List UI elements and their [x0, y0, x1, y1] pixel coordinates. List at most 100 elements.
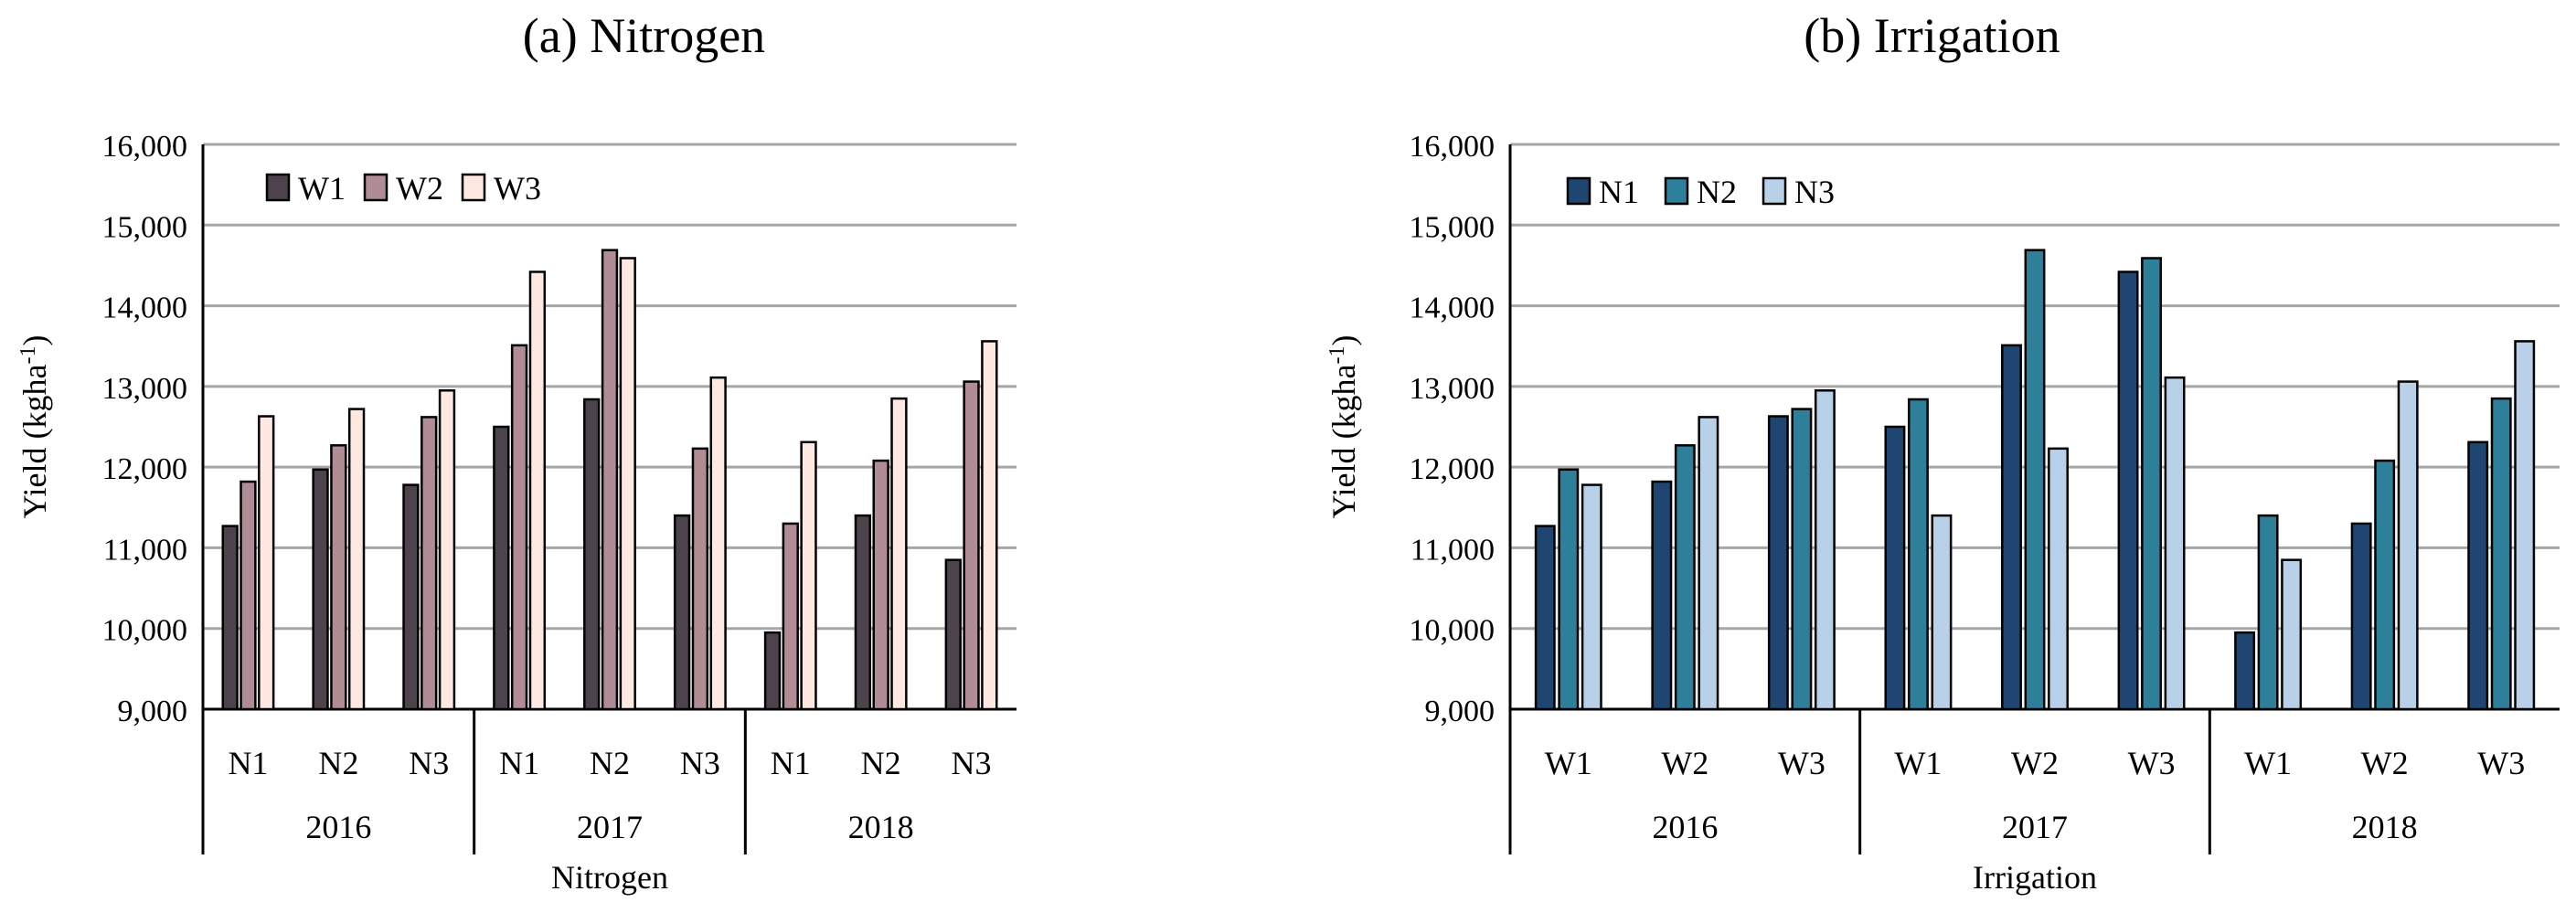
chart-b-bar-n1: [2350, 522, 2372, 711]
chart-a-ytick-label: 9,000: [118, 695, 188, 728]
chart-b-category-label: W3: [2477, 745, 2525, 781]
chart-a-bar-w3: [438, 389, 456, 711]
chart-b-bar-n1: [1767, 415, 1789, 711]
chart-b-ytick-label: 14,000: [1410, 292, 1496, 325]
chart-b-group-label: 2018: [2352, 809, 2418, 845]
chart-a-bar-w1: [763, 631, 782, 711]
chart-b-ytick-label: 9,000: [1425, 695, 1496, 728]
chart-a-title: (a) Nitrogen: [522, 8, 766, 63]
chart-a-bar-w1: [583, 398, 601, 711]
chart-b-bar-n3: [1814, 389, 1836, 711]
chart-b-bar-n1: [2467, 440, 2489, 711]
chart-b-bar-n2: [2490, 397, 2512, 711]
chart-a-ytick-label: 13,000: [102, 372, 188, 406]
chart-b-ytick-label: 12,000: [1410, 452, 1496, 486]
chart-b-bar-n3: [2514, 340, 2536, 711]
chart-a-legend-swatch: [363, 173, 389, 202]
chart-a-group-label: 2018: [848, 809, 914, 845]
chart-b-bar-n2: [1791, 408, 1813, 711]
chart-a-bar-w3: [619, 257, 636, 711]
chart-a-ytick-label: 10,000: [102, 614, 188, 648]
chart-a-x-axis-label: Nitrogen: [551, 859, 668, 896]
chart-a-bar-w2: [240, 480, 257, 711]
chart-b-ytick-label: 16,000: [1410, 130, 1496, 164]
chart-b-bar-n2: [2257, 514, 2279, 711]
chart-a-group-label: 2016: [305, 809, 371, 845]
chart-b-y-axis-label-sup: -1: [1325, 346, 1349, 365]
chart-b-legend: N1 N2 N3: [1566, 174, 1835, 210]
chart-a-legend-swatch: [461, 173, 486, 202]
chart-a-category-label: N2: [590, 745, 630, 781]
chart-b-legend-swatch: [1566, 176, 1591, 206]
chart-a-bar-w1: [221, 525, 239, 711]
chart-a-ytick-label: 14,000: [102, 292, 188, 325]
chart-a-legend: W1 W2 W3: [265, 170, 541, 207]
chart-b-bar-n2: [2141, 257, 2163, 711]
chart-a-y-axis-label-close: ): [16, 335, 53, 346]
chart-b-title: (b) Irrigation: [1804, 8, 2060, 63]
chart-b-bar-n1: [1651, 480, 1673, 711]
chart-b-x-axis-label: Irrigation: [1973, 859, 2097, 896]
chart-b-category-label: W1: [1545, 745, 1592, 781]
chart-b-category-label: W2: [2011, 745, 2059, 781]
chart-a-group-label: 2017: [577, 809, 643, 845]
chart-b-bar-n2: [2374, 459, 2396, 711]
chart-a-category-label: N3: [952, 745, 992, 781]
chart-a-bar-w2: [601, 249, 619, 711]
chart-b-bar-n1: [2001, 344, 2022, 711]
chart-a-bar-w3: [528, 271, 547, 711]
chart-b-y-axis-label-main: Yield (kgha: [1325, 365, 1362, 519]
chart-b-group-label: 2016: [1652, 809, 1718, 845]
chart-b-ytick-label: 15,000: [1410, 210, 1496, 244]
chart-a-bar-w2: [872, 459, 889, 711]
chart-b-bar-n3: [2048, 447, 2069, 711]
chart-a-category-label: N1: [228, 745, 268, 781]
chart-a-category-label: N3: [680, 745, 720, 781]
chart-b-category-label: W2: [2361, 745, 2409, 781]
chart-a-bar-w3: [709, 376, 727, 711]
chart-b-category-label: W3: [1778, 745, 1826, 781]
chart-b-bar-n3: [1698, 416, 1719, 711]
chart-a-bar-w1: [673, 514, 691, 711]
chart-b-category-label: W1: [2244, 745, 2292, 781]
chart-a: 9,000 10,000 11,000 12,000 13,000 14,000 15,00…: [16, 130, 1017, 896]
chart-a-category-label: N2: [318, 745, 358, 781]
chart-b-y-axis-label: Yield (kgha-1): [1325, 335, 1362, 519]
chart-a-y-axis-label: Yield (kgha-1): [16, 335, 53, 519]
chart-b-group-label: 2017: [2002, 809, 2068, 845]
chart-a-ytick-label: 16,000: [102, 130, 188, 164]
chart-b-ytick-label: 10,000: [1410, 614, 1496, 648]
chart-a-bar-w3: [258, 415, 275, 711]
chart-b-ytick-label: 13,000: [1410, 372, 1496, 406]
chart-a-bar-w1: [944, 558, 962, 711]
chart-a-bar-w3: [347, 408, 366, 711]
chart-a-ytick-label: 12,000: [102, 452, 188, 486]
chart-a-bar-w3: [981, 340, 998, 711]
chart-a-y-axis-label-sup: -1: [16, 346, 40, 365]
chart-a-bar-w2: [963, 380, 980, 711]
chart-b-bar-n2: [2024, 249, 2046, 711]
chart-b-legend-swatch: [1762, 176, 1787, 206]
chart-b-category-label: W2: [1661, 745, 1708, 781]
chart-a-y-axis-label-main: Yield (kgha: [16, 365, 53, 519]
chart-a-category-label: N3: [409, 745, 449, 781]
chart-b-category-label: W1: [1894, 745, 1942, 781]
chart-b-bar-n3: [2397, 380, 2419, 711]
chart-b-ytick-label: 11,000: [1410, 533, 1495, 567]
chart-a-bar-w1: [854, 514, 872, 711]
chart-a-bar-w3: [890, 397, 908, 711]
chart-a-bar-w3: [800, 440, 817, 711]
chart-a-category-label: N2: [861, 745, 901, 781]
chart-a-category-label: N1: [771, 745, 811, 781]
chart-a-bar-w1: [402, 483, 420, 711]
chart-b-category-label: W3: [2128, 745, 2176, 781]
chart-a-legend-label: W2: [396, 170, 443, 207]
chart-a-bar-w2: [782, 522, 799, 711]
chart-a-bar-w2: [420, 416, 438, 711]
chart-b-legend-label: N3: [1794, 174, 1835, 210]
chart-a-category-label: N1: [499, 745, 539, 781]
chart-b-bar-n3: [1931, 514, 1953, 711]
chart-a-ytick-label: 11,000: [103, 533, 187, 567]
chart-b-legend-label: N2: [1697, 174, 1737, 210]
